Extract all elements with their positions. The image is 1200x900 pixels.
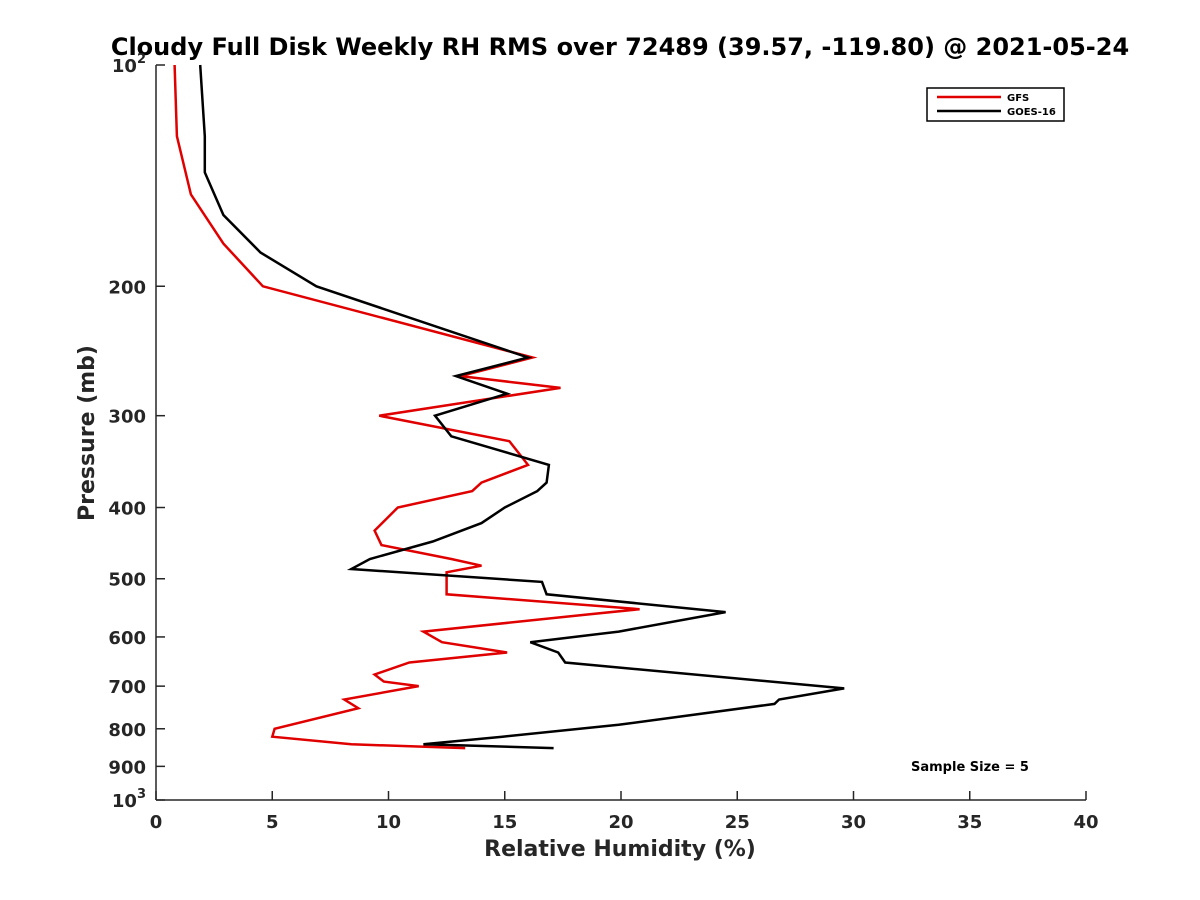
legend: GFS GOES-16 [926,87,1065,122]
x-tick-label-6: 30 [841,812,866,833]
legend-box [926,87,1065,122]
x-tick-label-1: 5 [266,812,279,833]
y-tick-label-0: 102 [112,52,146,77]
series-line-gfs [173,64,640,750]
y-tick-label-8: 900 [108,757,146,778]
y-tick-exp-0: 2 [137,52,146,67]
x-tick-label-4: 20 [608,812,633,833]
y-tick-exp-9: 3 [137,787,146,802]
y-tick-base-9: 10 [112,791,137,812]
y-tick-label-7: 800 [108,720,146,741]
y-tick-label-1: 200 [108,277,146,298]
series-layer [173,64,845,750]
y-tick-label-4: 500 [108,570,146,591]
x-tick-label-5: 25 [725,812,750,833]
x-tick-label-3: 15 [492,812,517,833]
legend-label-gfs: GFS [1007,93,1029,104]
y-tick-label-9: 103 [112,787,146,812]
x-axis-ticks: 0 5 10 15 20 25 30 35 40 [150,791,1099,833]
y-tick-base-0: 10 [112,56,137,77]
y-tick-label-5: 600 [108,628,146,649]
y-axis-label: Pressure (mb) [75,345,100,521]
legend-label-goes16: GOES-16 [1007,107,1056,118]
x-axis-label: Relative Humidity (%) [484,837,756,862]
x-tick-label-2: 10 [376,812,401,833]
y-tick-label-2: 300 [108,407,146,428]
x-tick-label-0: 0 [150,812,163,833]
series-line-goes16 [198,64,845,750]
y-tick-label-3: 400 [108,499,146,520]
y-tick-label-6: 700 [108,677,146,698]
x-tick-label-8: 40 [1073,812,1098,833]
sample-size-annotation: Sample Size = 5 [911,760,1029,775]
chart-title: Cloudy Full Disk Weekly RH RMS over 7248… [111,33,1129,61]
x-tick-label-7: 35 [957,812,982,833]
